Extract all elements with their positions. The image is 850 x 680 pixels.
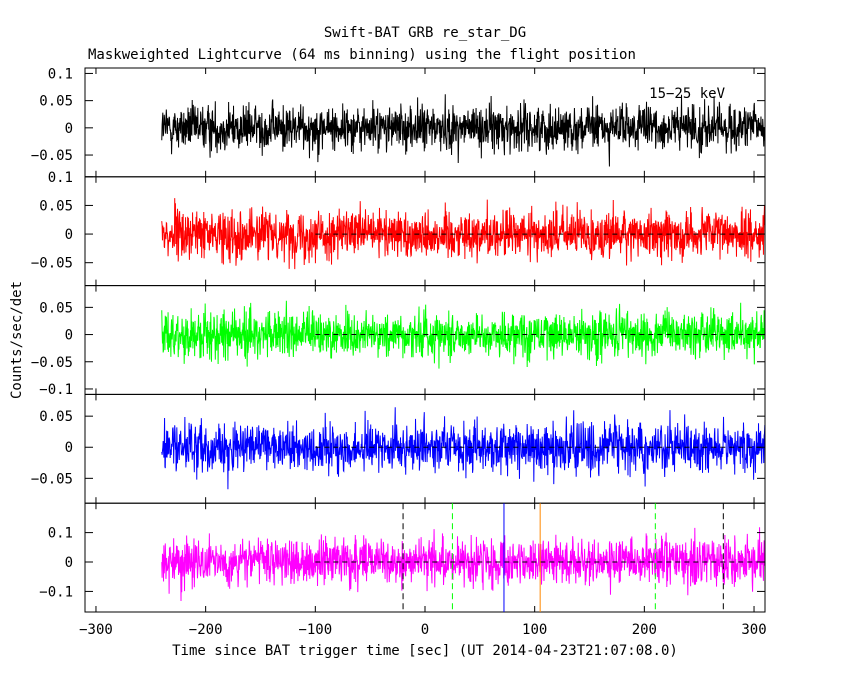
y-tick-label-3-1: −0.1: [39, 382, 73, 398]
x-tick-label-6: 200: [632, 622, 657, 638]
x-axis-label: Time since BAT trigger time [sec] (UT 20…: [172, 643, 678, 659]
y-tick-label-2-1: −0.05: [31, 256, 73, 272]
x-tick-label-3: −100: [298, 622, 332, 638]
x-tick-label-2: −200: [189, 622, 223, 638]
y-tick-label-4-1: −0.05: [31, 471, 73, 487]
y-tick-label-1-2: 0: [65, 121, 73, 137]
x-tick-label-7: 300: [741, 622, 766, 638]
y-tick-label-3-3: 0: [65, 328, 73, 344]
chart-subtitle: Maskweighted Lightcurve (64 ms binning) …: [88, 47, 636, 63]
y-tick-label-1-4: 0.1: [48, 66, 73, 82]
series-label-1: 15−25 keV: [649, 86, 725, 102]
y-tick-label-2-2: 0: [65, 227, 73, 243]
y-tick-label-5-3: 0.1: [48, 526, 73, 542]
y-tick-label-5-2: 0: [65, 555, 73, 571]
y-tick-label-1-3: 0.05: [39, 94, 73, 110]
series-trace-4: [161, 407, 766, 490]
x-tick-label-5: 100: [522, 622, 547, 638]
series-trace-2: [161, 198, 766, 270]
y-tick-label-1-1: −0.05: [31, 148, 73, 164]
x-tick-label-4: 0: [421, 622, 429, 638]
y-tick-label-2-3: 0.05: [39, 198, 73, 214]
y-tick-label-3-4: 0.05: [39, 300, 73, 316]
y-axis-label: Counts/sec/det: [9, 281, 25, 399]
chart-title: Swift-BAT GRB re_star_DG: [324, 25, 526, 41]
y-tick-label-4-3: 0.05: [39, 409, 73, 425]
series-trace-3: [161, 300, 766, 369]
y-tick-label-5-1: −0.1: [39, 584, 73, 600]
y-tick-label-4-2: 0: [65, 440, 73, 456]
x-tick-label-1: −300: [79, 622, 113, 638]
series-trace-1: [161, 94, 766, 167]
series-trace-5: [161, 527, 766, 601]
y-tick-label-2-4: 0.1: [48, 170, 73, 186]
y-tick-label-3-2: −0.05: [31, 355, 73, 371]
